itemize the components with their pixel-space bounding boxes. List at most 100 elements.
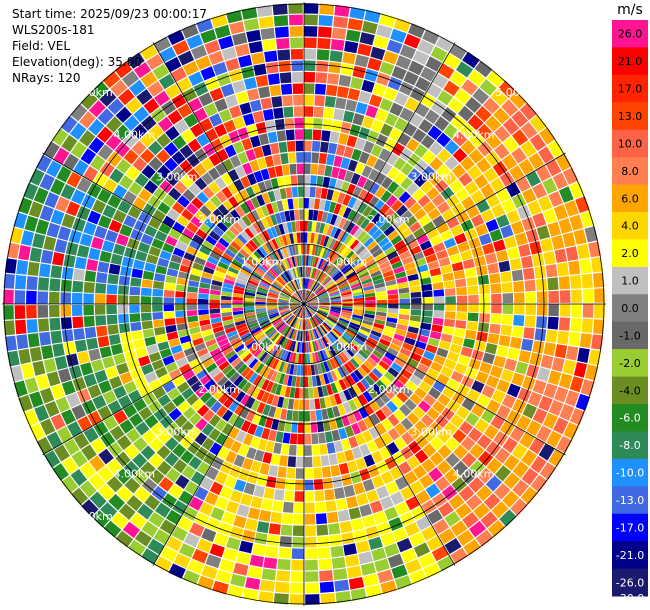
velocity-gate <box>99 89 117 107</box>
velocity-gate <box>326 84 338 97</box>
velocity-gate <box>306 319 310 330</box>
velocity-gate <box>338 133 349 145</box>
velocity-gate <box>514 292 525 304</box>
velocity-gate <box>210 401 223 414</box>
velocity-gate <box>264 273 275 282</box>
velocity-gate <box>395 501 410 516</box>
velocity-gate <box>477 467 494 484</box>
velocity-gate <box>295 479 304 491</box>
velocity-gate <box>327 316 338 323</box>
velocity-gate <box>296 445 304 456</box>
velocity-gate <box>288 152 296 164</box>
velocity-gate <box>394 117 408 132</box>
velocity-gate <box>15 275 27 290</box>
velocity-gate <box>158 222 172 235</box>
velocity-gate <box>229 155 242 168</box>
velocity-gate <box>40 418 56 436</box>
velocity-gate <box>476 157 492 173</box>
velocity-gate <box>457 354 471 366</box>
velocity-gate <box>96 325 108 337</box>
velocity-gate <box>404 97 420 112</box>
velocity-gate <box>317 271 325 282</box>
velocity-gate <box>186 222 199 234</box>
velocity-gate <box>61 380 76 396</box>
velocity-gate <box>466 389 481 403</box>
velocity-gate <box>454 232 467 245</box>
velocity-gate <box>291 548 304 559</box>
velocity-gate <box>588 241 601 258</box>
velocity-gate <box>369 353 381 364</box>
velocity-gate <box>261 259 271 269</box>
velocity-gate <box>229 225 240 237</box>
velocity-gate <box>318 293 328 299</box>
velocity-gate <box>276 130 287 142</box>
velocity-gate <box>317 210 324 222</box>
velocity-gate <box>253 347 263 358</box>
velocity-gate <box>493 107 510 125</box>
velocity-gate <box>502 118 520 135</box>
velocity-gate <box>346 496 359 509</box>
velocity-gate <box>408 320 420 328</box>
velocity-gate <box>54 355 68 370</box>
velocity-gate <box>258 133 270 146</box>
velocity-gate <box>197 404 210 417</box>
velocity-gate <box>486 70 505 88</box>
velocity-gate <box>480 183 495 199</box>
velocity-gate <box>532 253 545 267</box>
velocity-gate <box>371 547 387 562</box>
velocity-gate <box>119 371 133 385</box>
velocity-gate <box>491 501 509 519</box>
velocity-gate <box>41 345 54 360</box>
velocity-gate <box>450 370 464 383</box>
velocity-gate <box>289 301 301 304</box>
velocity-gate <box>220 217 232 229</box>
range-ring-label: 2.00km <box>368 213 410 226</box>
velocity-gate <box>69 122 87 140</box>
velocity-gate <box>281 234 288 246</box>
velocity-gate <box>153 280 165 290</box>
velocity-gate <box>313 257 319 268</box>
velocity-gate <box>449 70 467 87</box>
velocity-gate <box>532 379 547 395</box>
velocity-gate <box>249 324 260 332</box>
velocity-gate <box>456 286 468 296</box>
velocity-gate <box>154 90 170 106</box>
velocity-gate <box>387 167 400 180</box>
velocity-gate <box>194 486 209 501</box>
velocity-gate <box>476 485 493 502</box>
velocity-gate <box>395 55 412 70</box>
velocity-gate <box>186 304 197 311</box>
elevation-text: Elevation(deg): 35.00 <box>12 55 142 69</box>
velocity-gate <box>348 324 359 332</box>
velocity-gate <box>362 478 375 492</box>
velocity-gate <box>234 343 246 353</box>
velocity-gate <box>112 184 128 199</box>
velocity-gate <box>4 335 18 352</box>
velocity-gate <box>266 302 278 304</box>
velocity-gate <box>99 161 115 177</box>
velocity-gate <box>246 317 257 323</box>
velocity-gate <box>217 376 229 388</box>
velocity-gate <box>296 163 304 175</box>
velocity-gate <box>291 244 296 256</box>
velocity-gate <box>304 266 306 278</box>
velocity-gate <box>374 346 386 356</box>
velocity-gate <box>485 252 498 265</box>
velocity-gate <box>348 507 362 520</box>
velocity-gate <box>319 3 335 15</box>
velocity-gate <box>377 342 389 351</box>
velocity-gate <box>260 279 271 287</box>
velocity-gate <box>180 450 194 464</box>
velocity-gate <box>304 198 310 209</box>
velocity-gate <box>186 310 198 317</box>
velocity-gate <box>295 307 302 316</box>
velocity-gate <box>329 290 340 296</box>
velocity-gate <box>273 593 289 605</box>
velocity-gate <box>308 318 312 329</box>
velocity-gate <box>322 323 331 332</box>
velocity-gate <box>300 365 304 376</box>
velocity-gate <box>221 364 233 375</box>
velocity-gate <box>307 365 312 376</box>
velocity-gate <box>254 425 264 438</box>
velocity-gate <box>326 283 337 291</box>
